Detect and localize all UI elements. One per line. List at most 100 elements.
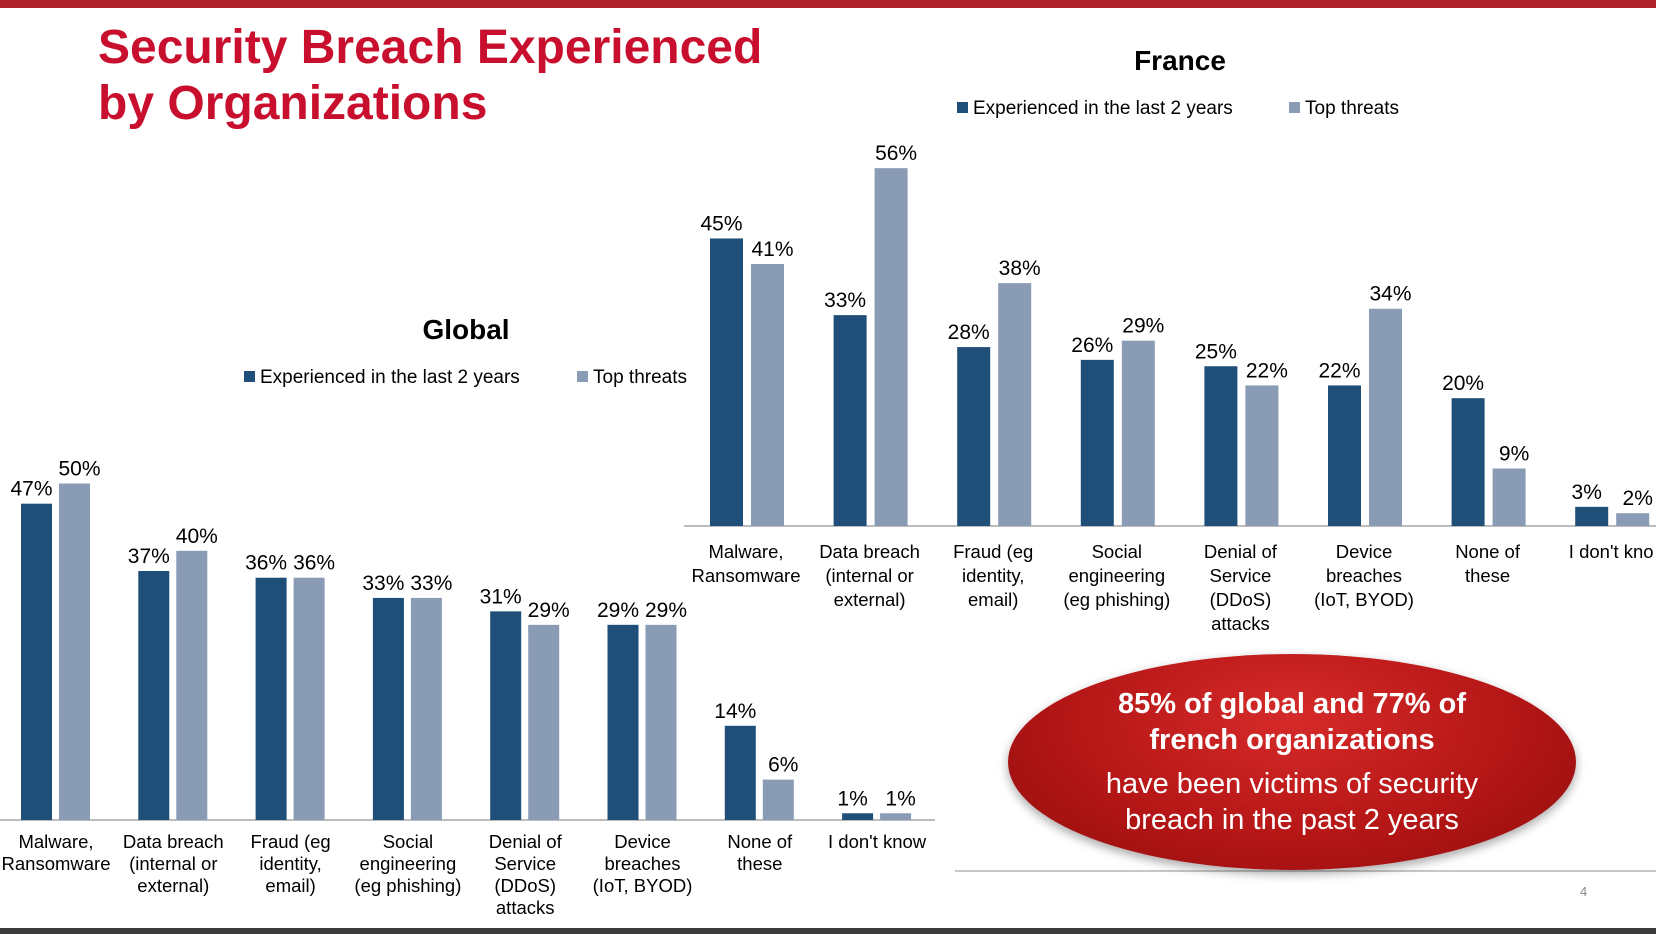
category-label: attacks bbox=[1211, 613, 1270, 634]
category-label: Ransomware bbox=[2, 853, 111, 874]
category-label: external) bbox=[834, 589, 906, 610]
data-label: 50% bbox=[58, 458, 100, 481]
data-label: 33% bbox=[824, 289, 866, 312]
bar-experienced-1 bbox=[833, 315, 867, 526]
category-label: breaches bbox=[604, 853, 680, 874]
category-label: Ransomware bbox=[692, 565, 801, 586]
data-label: 2% bbox=[1623, 487, 1653, 510]
bar-experienced-2 bbox=[957, 347, 991, 526]
legend-label-0: Experienced in the last 2 years bbox=[260, 367, 520, 388]
category-label: Device bbox=[614, 831, 671, 852]
bar-experienced-6 bbox=[724, 725, 756, 820]
data-label: 20% bbox=[1442, 372, 1484, 395]
bar-experienced-7 bbox=[1575, 506, 1609, 526]
data-label: 3% bbox=[1572, 481, 1602, 504]
category-label: (internal or bbox=[129, 853, 217, 874]
data-label: 29% bbox=[645, 599, 687, 622]
chart-title: France bbox=[1134, 45, 1226, 76]
footer-divider bbox=[955, 870, 1656, 872]
category-label: engineering bbox=[1068, 565, 1165, 586]
category-label: Malware, bbox=[708, 541, 783, 562]
category-label: Service bbox=[1210, 565, 1272, 586]
data-label: 36% bbox=[293, 552, 335, 575]
bar-top-threats-7 bbox=[1616, 513, 1650, 526]
bar-experienced-5 bbox=[607, 624, 639, 820]
data-label: 37% bbox=[128, 545, 170, 568]
data-label: 22% bbox=[1246, 359, 1288, 382]
category-label: None of bbox=[727, 831, 793, 852]
legend-label-0: Experienced in the last 2 years bbox=[973, 98, 1233, 119]
bar-top-threats-3 bbox=[410, 597, 442, 820]
bar-top-threats-6 bbox=[1492, 468, 1526, 526]
category-label: Malware, bbox=[18, 831, 93, 852]
data-label: 29% bbox=[1122, 315, 1164, 338]
data-label: 25% bbox=[1195, 340, 1237, 363]
legend-label-1: Top threats bbox=[1305, 98, 1399, 119]
bar-top-threats-0 bbox=[751, 264, 784, 526]
page-number: 4 bbox=[1580, 884, 1588, 899]
bottom-bar bbox=[0, 928, 1656, 934]
category-label: Service bbox=[494, 853, 556, 874]
category-label: Social bbox=[1092, 541, 1142, 562]
bar-experienced-3 bbox=[372, 597, 404, 820]
bar-top-threats-2 bbox=[293, 577, 325, 820]
data-label: 26% bbox=[1071, 334, 1113, 357]
data-label: 56% bbox=[875, 142, 917, 165]
bar-top-threats-0 bbox=[59, 483, 90, 820]
data-label: 38% bbox=[999, 257, 1041, 280]
bar-top-threats-5 bbox=[1369, 308, 1402, 526]
bar-top-threats-4 bbox=[1245, 385, 1279, 526]
bar-top-threats-1 bbox=[176, 550, 208, 820]
bar-top-threats-4 bbox=[528, 624, 560, 820]
data-label: 36% bbox=[245, 552, 287, 575]
category-label: (eg phishing) bbox=[354, 875, 461, 896]
category-label: Fraud (eg bbox=[953, 541, 1033, 562]
bar-experienced-6 bbox=[1451, 398, 1485, 526]
bar-experienced-0 bbox=[710, 238, 743, 526]
slide-title: Security Breach Experienced by Organizat… bbox=[98, 21, 763, 130]
data-label: 1% bbox=[837, 787, 867, 810]
category-label: (IoT, BYOD) bbox=[1314, 589, 1414, 610]
data-label: 29% bbox=[528, 599, 570, 622]
data-label: 29% bbox=[597, 599, 639, 622]
category-label: Data breach bbox=[819, 541, 920, 562]
chart-title: Global bbox=[422, 314, 509, 345]
bar-top-threats-2 bbox=[998, 283, 1032, 526]
bar-top-threats-5 bbox=[645, 624, 677, 820]
bar-experienced-1 bbox=[138, 570, 170, 820]
legend-swatch-1 bbox=[1289, 102, 1300, 113]
category-label: attacks bbox=[496, 897, 555, 918]
category-label: identity, bbox=[962, 565, 1024, 586]
category-label: breaches bbox=[1326, 565, 1402, 586]
bar-experienced-0 bbox=[21, 503, 52, 820]
data-label: 40% bbox=[176, 525, 218, 548]
data-label: 6% bbox=[768, 754, 798, 777]
data-label: 9% bbox=[1499, 442, 1529, 465]
bar-experienced-7 bbox=[842, 813, 874, 820]
data-label: 41% bbox=[751, 238, 793, 261]
legend-swatch-0 bbox=[957, 102, 968, 113]
data-label: 31% bbox=[480, 585, 522, 608]
category-label: email) bbox=[968, 589, 1018, 610]
data-label: 1% bbox=[885, 787, 915, 810]
bar-top-threats-3 bbox=[1121, 340, 1155, 526]
data-label: 45% bbox=[700, 212, 742, 235]
category-label: Fraud (eg bbox=[250, 831, 330, 852]
category-label: (IoT, BYOD) bbox=[593, 875, 693, 896]
data-label: 33% bbox=[410, 572, 452, 595]
category-label: engineering bbox=[360, 853, 457, 874]
data-label: 22% bbox=[1318, 359, 1360, 382]
data-label: 28% bbox=[948, 321, 990, 344]
bar-experienced-5 bbox=[1328, 385, 1361, 526]
callout-headline: 85% of global and 77% of french organiza… bbox=[1117, 688, 1467, 756]
category-label: (DDoS) bbox=[1210, 589, 1272, 610]
bar-experienced-4 bbox=[1204, 366, 1238, 526]
legend-swatch-0 bbox=[244, 371, 255, 382]
data-label: 47% bbox=[10, 478, 52, 501]
category-label: these bbox=[1465, 565, 1510, 586]
category-label: (eg phishing) bbox=[1063, 589, 1170, 610]
brand-top-bar bbox=[0, 0, 1656, 8]
category-label: external) bbox=[137, 875, 209, 896]
category-label: these bbox=[737, 853, 782, 874]
